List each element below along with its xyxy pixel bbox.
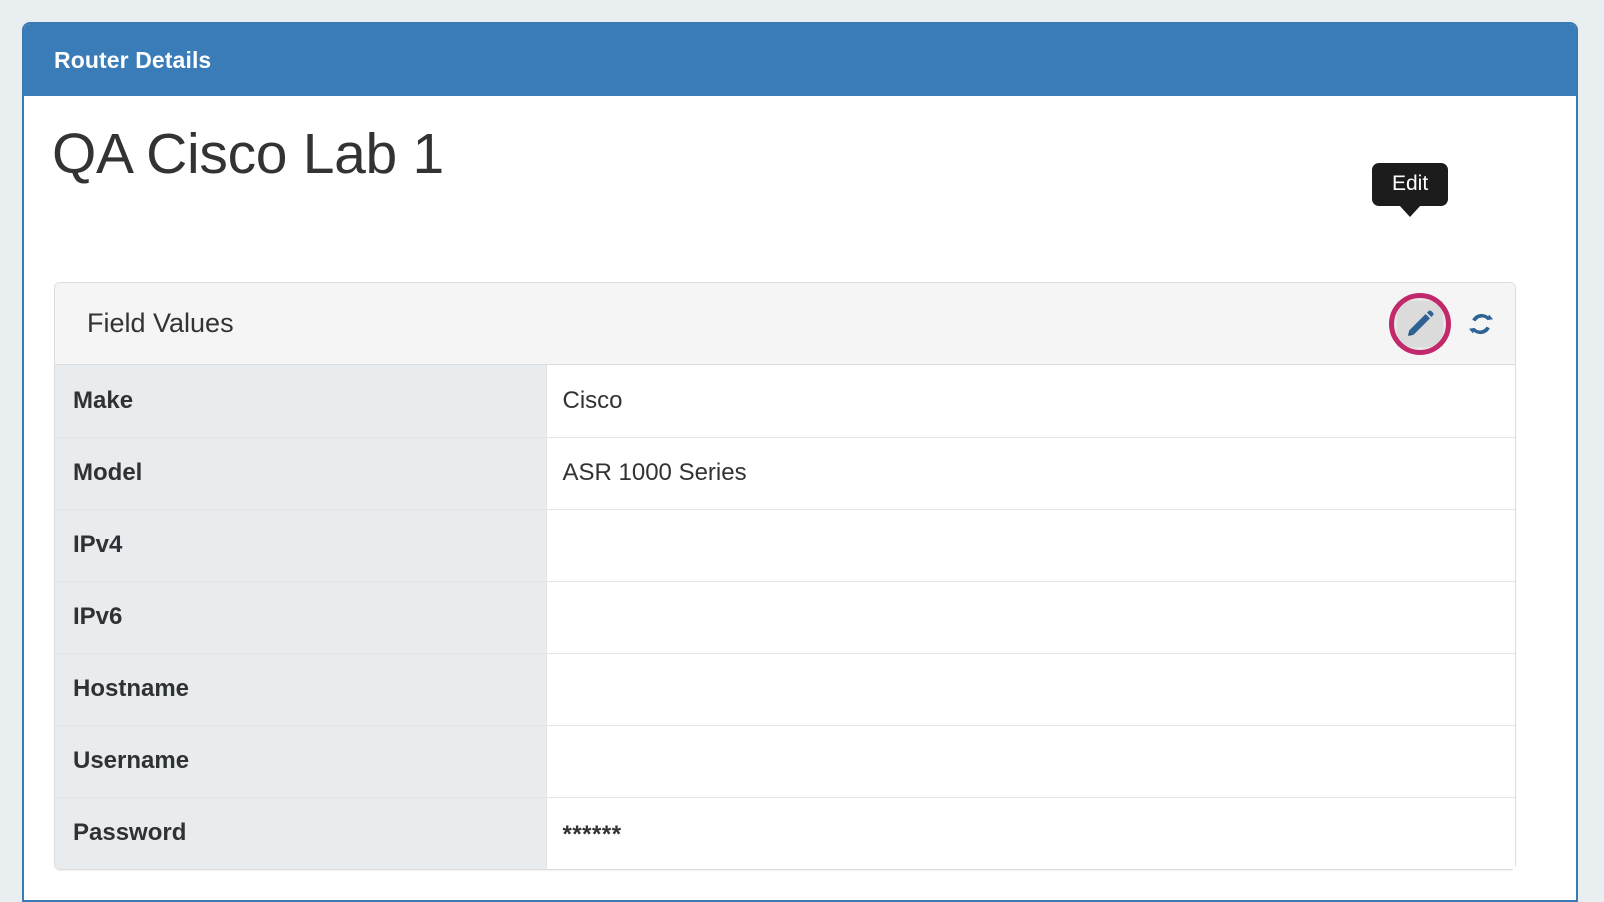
field-value: ASR 1000 Series bbox=[545, 436, 1515, 509]
card-header-title: Router Details bbox=[54, 46, 212, 73]
table-row: IPv6 bbox=[55, 580, 1515, 653]
field-label: Model bbox=[55, 436, 546, 509]
tooltip-arrow bbox=[1399, 205, 1422, 218]
field-values-panel: Field Values bbox=[54, 282, 1516, 870]
edit-tooltip: Edit bbox=[1372, 163, 1449, 218]
edit-tooltip-label: Edit bbox=[1392, 172, 1429, 195]
panel-heading: Field Values bbox=[55, 283, 1515, 365]
table-row: Hostname bbox=[55, 652, 1515, 725]
field-value bbox=[545, 724, 1515, 797]
router-details-card: Router Details QA Cisco Lab 1 Field Valu… bbox=[22, 22, 1578, 902]
table-row: IPv4 bbox=[55, 508, 1515, 581]
field-label: Password bbox=[55, 796, 546, 869]
edit-button[interactable] bbox=[1389, 293, 1451, 355]
field-label: Make bbox=[55, 365, 546, 437]
field-value bbox=[545, 580, 1515, 653]
table-row: Username bbox=[55, 724, 1515, 797]
field-label: Hostname bbox=[55, 652, 546, 725]
field-values-table: Make Cisco Model ASR 1000 Series IPv4 IP… bbox=[55, 365, 1515, 869]
field-label: IPv6 bbox=[55, 580, 546, 653]
panel-title: Field Values bbox=[87, 308, 234, 338]
refresh-button[interactable] bbox=[1461, 304, 1501, 344]
table-row: Password ****** bbox=[55, 796, 1515, 869]
field-label: Username bbox=[55, 724, 546, 797]
edit-icon bbox=[1408, 310, 1434, 336]
field-value bbox=[545, 508, 1515, 581]
card-header: Router Details bbox=[24, 24, 1576, 96]
field-value bbox=[545, 652, 1515, 725]
card-body: QA Cisco Lab 1 Field Values bbox=[24, 96, 1576, 870]
page-title: QA Cisco Lab 1 bbox=[52, 122, 444, 186]
panel-actions bbox=[1389, 283, 1501, 365]
field-values-body: Make Cisco Model ASR 1000 Series IPv4 IP… bbox=[55, 365, 1515, 869]
field-value: Cisco bbox=[545, 365, 1515, 437]
field-label: IPv4 bbox=[55, 508, 546, 581]
refresh-icon bbox=[1469, 313, 1493, 335]
field-value-password: ****** bbox=[545, 796, 1515, 869]
table-row: Model ASR 1000 Series bbox=[55, 436, 1515, 509]
table-row: Make Cisco bbox=[55, 365, 1515, 437]
